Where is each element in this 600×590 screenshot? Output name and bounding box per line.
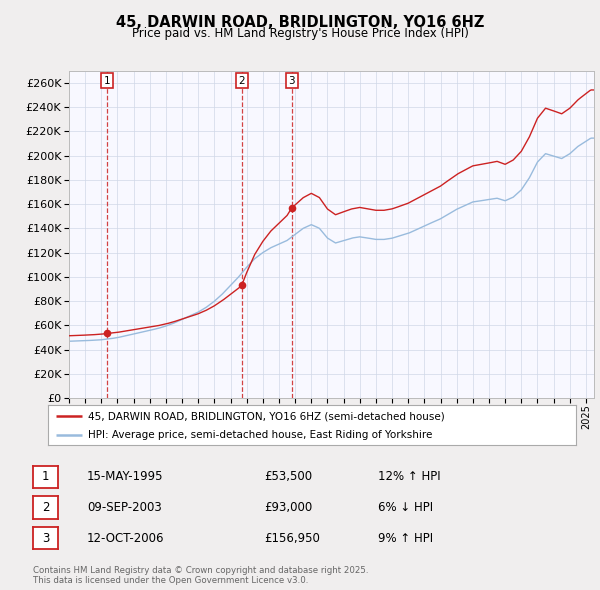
Text: 3: 3: [289, 76, 295, 86]
Text: Price paid vs. HM Land Registry's House Price Index (HPI): Price paid vs. HM Land Registry's House …: [131, 27, 469, 40]
Text: 6% ↓ HPI: 6% ↓ HPI: [378, 501, 433, 514]
Text: 15-MAY-1995: 15-MAY-1995: [87, 470, 163, 483]
Text: 2: 2: [42, 501, 49, 514]
Text: 45, DARWIN ROAD, BRIDLINGTON, YO16 6HZ (semi-detached house): 45, DARWIN ROAD, BRIDLINGTON, YO16 6HZ (…: [88, 411, 445, 421]
Text: 12% ↑ HPI: 12% ↑ HPI: [378, 470, 440, 483]
Text: £156,950: £156,950: [264, 532, 320, 545]
Text: 1: 1: [42, 470, 49, 483]
Text: Contains HM Land Registry data © Crown copyright and database right 2025.
This d: Contains HM Land Registry data © Crown c…: [33, 566, 368, 585]
Text: £93,000: £93,000: [264, 501, 312, 514]
Text: HPI: Average price, semi-detached house, East Riding of Yorkshire: HPI: Average price, semi-detached house,…: [88, 431, 432, 440]
Text: 12-OCT-2006: 12-OCT-2006: [87, 532, 164, 545]
Text: 2: 2: [238, 76, 245, 86]
Text: 9% ↑ HPI: 9% ↑ HPI: [378, 532, 433, 545]
Text: £53,500: £53,500: [264, 470, 312, 483]
Text: 1: 1: [104, 76, 110, 86]
Text: 09-SEP-2003: 09-SEP-2003: [87, 501, 162, 514]
Text: 45, DARWIN ROAD, BRIDLINGTON, YO16 6HZ: 45, DARWIN ROAD, BRIDLINGTON, YO16 6HZ: [116, 15, 484, 30]
Text: 3: 3: [42, 532, 49, 545]
